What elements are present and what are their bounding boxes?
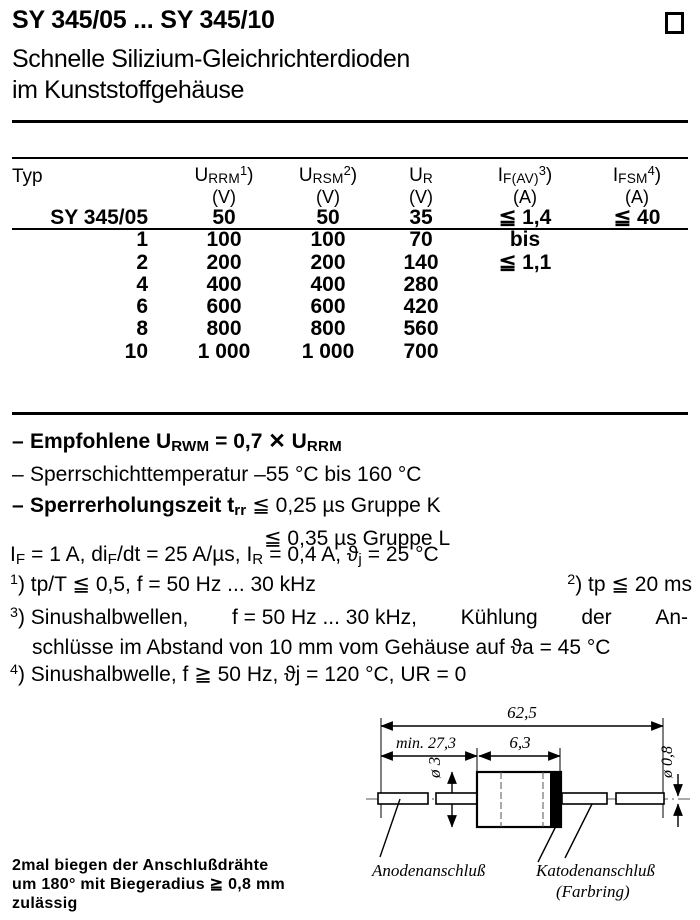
cell-ursm: 1 000 — [301, 339, 355, 363]
diode-outline-svg: 62,5 min. 27,3 6,3 ø 3 ø 0,8 — [366, 703, 690, 901]
footnote-3-line-1: 3) Sinushalbwellen, f = 50 Hz ... 30 kHz… — [10, 604, 688, 629]
cell-typ: 2 — [136, 250, 148, 274]
leader-lines — [379, 798, 593, 863]
cell-ursm: 400 — [310, 272, 346, 296]
footnote-1: 1) tp/T ≦ 0,5, f = 50 Hz ... 30 kHz — [10, 571, 316, 596]
cell-ur: 280 — [403, 272, 439, 296]
column-header-if-av: IF(AV)3) (A) — [497, 163, 553, 207]
cell-urrm: 600 — [206, 295, 242, 319]
cell-ur: 560 — [403, 317, 439, 341]
specs-list: – Empfohlene URWM = 0,7 ✕ URRM – Sperrschi… — [12, 426, 688, 554]
divider-top — [12, 120, 688, 123]
dash-bullet: – — [12, 494, 24, 517]
dash-bullet: – — [12, 463, 24, 486]
dimension-lead-diameter: ø 0,8 — [659, 746, 683, 827]
footnote-3: 3) Sinushalbwellen, f = 50 Hz ... 30 kHz… — [10, 604, 688, 661]
cathode-lead — [561, 792, 665, 805]
footnote-3-line-2: schlüsse im Abstand von 10 mm vom Gehäus… — [32, 636, 611, 659]
label-anode: Anodenanschluß — [371, 861, 486, 880]
cathode-color-ring — [550, 772, 562, 827]
cell-urrm: 50 — [212, 206, 236, 229]
dimension-body-diameter: ø 3 — [425, 757, 457, 828]
cell-ur: 35 — [409, 206, 433, 229]
cell-ur: 70 — [409, 228, 433, 252]
cell-typ: 1 — [136, 228, 148, 252]
dim-label-body-dia: ø 3 — [425, 757, 444, 779]
page-subtitle: Schnelle Silizium-Gleichrichterdioden im… — [12, 44, 410, 106]
divider-table-header — [12, 228, 688, 230]
list-item-continuation: ≦ 0,35 µs Gruppe L — [264, 527, 451, 550]
bending-note-line-1: 2mal biegen der Anschlußdrähte — [12, 857, 269, 874]
cell-typ: SY 345/05 — [50, 206, 148, 229]
cell-ur: 140 — [403, 250, 439, 274]
table-row: SY 345/05 50 50 35 ≦ 1,4 bis ≦ 1,1 ≦ 40 — [12, 206, 688, 273]
footnote-4: 4) Sinushalbwelle, f ≧ 50 Hz, ϑj = 120 °… — [10, 661, 467, 686]
ratings-table: Typ URRM1) (V) URSM2) (V) UR (V) IF(AV)3… — [12, 163, 688, 363]
table-row: 4 400 400 280 — [12, 272, 688, 296]
label-cathode: Katodenanschluß — [535, 861, 655, 880]
cell-ifsm-merged: ≦ 40 — [613, 206, 661, 229]
cell-urrm: 800 — [206, 317, 242, 341]
cell-typ: 4 — [136, 272, 148, 296]
cell-ur: 420 — [403, 295, 439, 319]
table-row: 2 200 200 140 — [12, 250, 688, 274]
bending-note: 2mal biegen der Anschlußdrähte um 180° m… — [12, 856, 285, 913]
cell-ursm: 200 — [310, 250, 346, 274]
column-header-urrm: URRM1) (V) — [194, 163, 254, 207]
dimension-body-length: 6,3 — [478, 733, 561, 761]
label-cathode-sub: (Farbring) — [556, 882, 630, 901]
column-header-typ: Typ — [12, 166, 170, 207]
table-row: 1 100 100 70 — [12, 228, 688, 252]
cell-typ: 8 — [136, 317, 148, 341]
dim-label-lead-dia: ø 0,8 — [659, 746, 676, 779]
dim-label-total: 62,5 — [507, 703, 537, 722]
table-row: 6 600 600 420 — [12, 295, 688, 319]
cell-if-av-merged: ≦ 1,4 bis ≦ 1,1 — [498, 206, 552, 274]
table-header-row: Typ URRM1) (V) URSM2) (V) UR (V) IF(AV)3… — [12, 163, 688, 208]
dim-label-body: 6,3 — [509, 733, 530, 752]
divider-table-top — [12, 157, 688, 159]
divider-table-bottom — [12, 412, 688, 415]
table-row: 10 1 000 1 000 700 — [12, 339, 688, 363]
list-item: – Sperrerholungszeit trr ≦ 0,25 µs Gruppe… — [12, 490, 688, 523]
cell-urrm: 100 — [206, 228, 242, 252]
dimension-total-length: 62,5 — [380, 703, 664, 731]
header-label-typ: Typ — [12, 166, 43, 187]
table-row: 8 800 800 560 — [12, 317, 688, 341]
anode-lead — [377, 792, 479, 805]
bending-note-line-3: zulässig — [12, 895, 78, 912]
package-outline-drawing: 62,5 min. 27,3 6,3 ø 3 ø 0,8 — [360, 700, 696, 915]
dash-bullet: – — [12, 430, 24, 453]
cell-urrm: 1 000 — [197, 339, 251, 363]
dim-label-lead-min: min. 27,3 — [396, 735, 456, 752]
cell-urrm: 400 — [206, 272, 242, 296]
cell-ursm: 100 — [310, 228, 346, 252]
column-header-ur: UR (V) — [409, 165, 433, 208]
cell-ursm: 600 — [310, 295, 346, 319]
list-item: – Sperrschichttemperatur –55 °C bis 160 °… — [12, 459, 688, 490]
cell-typ: 6 — [136, 295, 148, 319]
test-conditions: IF = 1 A, diF/dt = 25 A/µs, IR = 0,4 A, … — [10, 543, 439, 568]
cell-ur: 700 — [403, 339, 439, 363]
bending-note-line-2: um 180° mit Biegeradius ≧ 0,8 mm — [12, 876, 286, 893]
footnote-2: 2) tp ≦ 20 ms — [567, 571, 692, 596]
column-header-ifsm: IFSM4) (A) — [612, 163, 662, 207]
list-item: – Empfohlene URWM = 0,7 ✕ URRM — [12, 426, 688, 459]
diode-body — [475, 770, 563, 829]
cell-urrm: 200 — [206, 250, 242, 274]
cell-typ: 10 — [124, 339, 148, 363]
page-title: SY 345/05 ... SY 345/10 — [12, 6, 275, 34]
subtitle-line-2: im Kunststoffgehäuse — [12, 76, 244, 104]
square-outline-icon — [665, 12, 684, 34]
cell-ursm: 800 — [310, 317, 346, 341]
column-header-ursm: URSM2) (V) — [298, 163, 358, 207]
subtitle-line-1: Schnelle Silizium-Gleichrichterdioden — [12, 45, 410, 73]
dimension-lead-length: min. 27,3 — [380, 735, 478, 761]
cell-ursm: 50 — [316, 206, 340, 229]
